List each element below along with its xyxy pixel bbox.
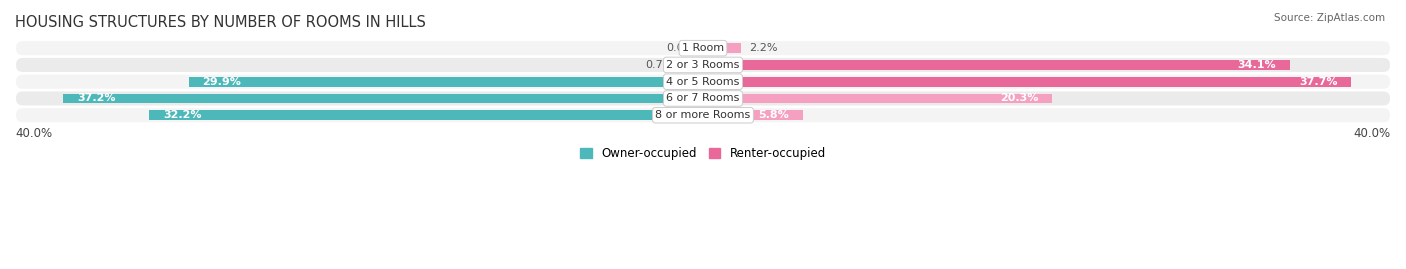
Text: 40.0%: 40.0% (15, 127, 52, 140)
Text: 4 or 5 Rooms: 4 or 5 Rooms (666, 77, 740, 87)
Bar (703, 110, 803, 120)
FancyBboxPatch shape (15, 90, 1391, 107)
Text: 5.8%: 5.8% (758, 110, 789, 120)
FancyBboxPatch shape (15, 107, 1391, 123)
FancyBboxPatch shape (15, 74, 1391, 90)
FancyBboxPatch shape (15, 40, 1391, 56)
Text: 0.0%: 0.0% (666, 43, 695, 53)
Text: 40.0%: 40.0% (1354, 127, 1391, 140)
Text: 8 or more Rooms: 8 or more Rooms (655, 110, 751, 120)
Text: 34.1%: 34.1% (1237, 60, 1275, 70)
Bar (188, 77, 703, 87)
Bar (703, 60, 1289, 70)
Text: 2.2%: 2.2% (749, 43, 778, 53)
Text: 1 Room: 1 Room (682, 43, 724, 53)
Legend: Owner-occupied, Renter-occupied: Owner-occupied, Renter-occupied (575, 142, 831, 165)
Text: 29.9%: 29.9% (202, 77, 242, 87)
Text: 0.77%: 0.77% (645, 60, 681, 70)
Bar (690, 60, 703, 70)
Text: 32.2%: 32.2% (163, 110, 201, 120)
Bar (149, 110, 703, 120)
Bar (63, 94, 703, 103)
Bar (703, 43, 741, 53)
Text: 2 or 3 Rooms: 2 or 3 Rooms (666, 60, 740, 70)
Text: 37.7%: 37.7% (1299, 77, 1337, 87)
FancyBboxPatch shape (15, 57, 1391, 73)
Bar (703, 94, 1052, 103)
Text: Source: ZipAtlas.com: Source: ZipAtlas.com (1274, 13, 1385, 23)
Bar (703, 77, 1351, 87)
Text: 37.2%: 37.2% (77, 93, 115, 104)
Text: 6 or 7 Rooms: 6 or 7 Rooms (666, 93, 740, 104)
Text: HOUSING STRUCTURES BY NUMBER OF ROOMS IN HILLS: HOUSING STRUCTURES BY NUMBER OF ROOMS IN… (15, 15, 426, 30)
Text: 20.3%: 20.3% (1000, 93, 1039, 104)
